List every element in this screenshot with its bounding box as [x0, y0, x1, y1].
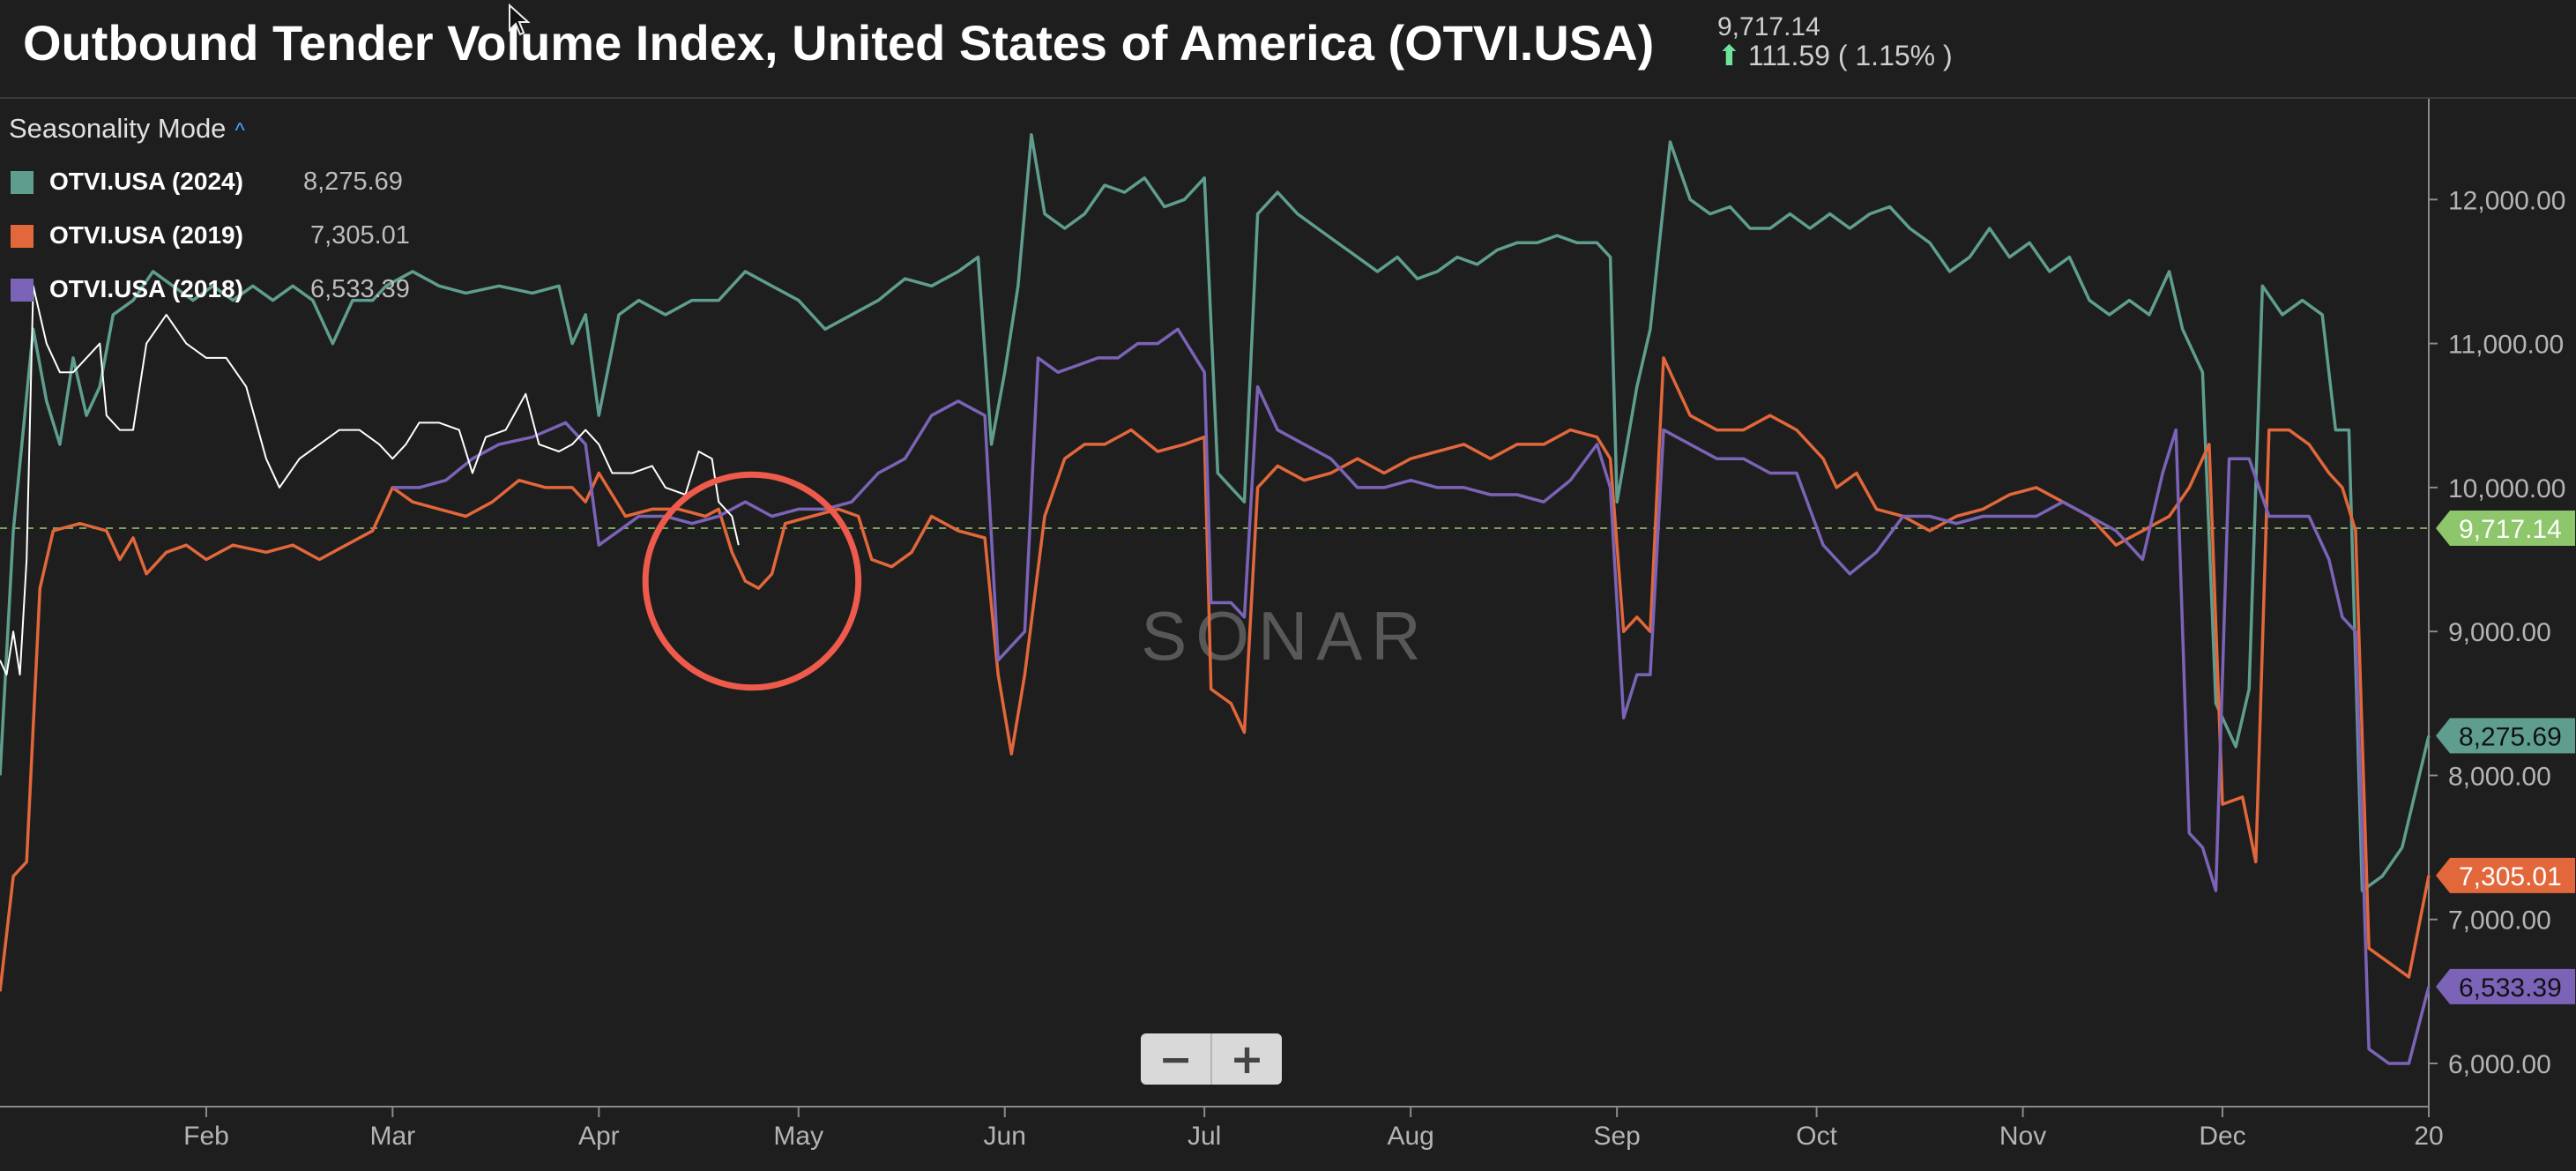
zoom-controls: − +: [1141, 1033, 1282, 1085]
chart-header: Outbound Tender Volume Index, United Sta…: [0, 0, 2576, 99]
seasonality-mode-toggle[interactable]: Seasonality Mode ^: [9, 113, 245, 145]
y-tick-label: 7,000.00: [2448, 906, 2551, 936]
chart-title: Outbound Tender Volume Index, United Sta…: [23, 15, 1655, 71]
legend: Seasonality Mode ^: [9, 113, 245, 145]
seasonality-mode-label: Seasonality Mode: [9, 113, 227, 144]
y-tick-label: 9,000.00: [2448, 618, 2551, 647]
series-line-0: [0, 133, 2431, 892]
chevron-up-icon: ^: [235, 119, 245, 143]
series-end-tag-0: 8,275.69: [2459, 722, 2562, 751]
current-value: 9,717.14: [1717, 12, 1820, 41]
series-end-tag-2-bg: [2436, 968, 2575, 1004]
x-tick-label: Dec: [2199, 1122, 2245, 1151]
series-end-tag-0-bg: [2436, 718, 2575, 754]
sonar-watermark: SONAR: [1141, 597, 1429, 675]
x-tick-label: Apr: [578, 1122, 620, 1151]
series-line-3: [0, 285, 740, 676]
x-tick-label: 20: [2414, 1122, 2443, 1151]
reference-value-tag: 9,717.14: [2459, 515, 2562, 544]
y-tick-label: 8,000.00: [2448, 762, 2551, 791]
x-tick-label: Jun: [984, 1122, 1026, 1151]
x-tick-label: May: [773, 1122, 823, 1151]
x-tick-label: Nov: [1999, 1122, 2046, 1151]
zoom-out-button[interactable]: −: [1158, 1035, 1193, 1083]
mouse-cursor-icon: [509, 4, 531, 36]
x-tick-label: Feb: [183, 1122, 229, 1151]
x-tick-label: Aug: [1387, 1122, 1433, 1151]
value-change: ⬆ 111.59 ( 1.15% ): [1717, 39, 1953, 72]
y-tick-label: 12,000.00: [2448, 186, 2565, 215]
x-tick-label: Jul: [1187, 1122, 1221, 1151]
legend-item-name: OTVI.USA (2024): [49, 168, 243, 195]
legend-item-name: OTVI.USA (2018): [49, 275, 243, 302]
legend-item-value: 8,275.69: [303, 168, 403, 196]
reference-value-tag-bg: [2436, 511, 2575, 547]
x-tick-label: Mar: [369, 1122, 415, 1151]
x-tick-label: Oct: [1796, 1122, 1837, 1151]
highlight-circle: [642, 471, 862, 691]
legend-swatch: [11, 279, 34, 302]
series-line-1: [0, 356, 2431, 992]
series-end-tag-1-bg: [2436, 857, 2575, 893]
legend-item-value: 6,533.39: [310, 275, 410, 303]
series-end-tag-1: 7,305.01: [2459, 862, 2562, 891]
y-tick-label: 6,000.00: [2448, 1050, 2551, 1079]
legend-swatch: [11, 225, 34, 248]
y-tick-label: 10,000.00: [2448, 474, 2565, 503]
x-tick-label: Sep: [1593, 1122, 1640, 1151]
up-arrow-icon: ⬆: [1717, 40, 1741, 71]
series-end-tag-2: 6,533.39: [2459, 973, 2562, 1003]
zoom-in-button[interactable]: +: [1210, 1033, 1282, 1085]
legend-item-name: OTVI.USA (2019): [49, 221, 243, 249]
series-line-2: [392, 327, 2431, 1065]
y-tick-label: 11,000.00: [2448, 331, 2564, 360]
legend-swatch: [11, 171, 34, 194]
value-change-text: 111.59 ( 1.15% ): [1747, 40, 1953, 71]
legend-item-value: 7,305.01: [310, 221, 410, 250]
